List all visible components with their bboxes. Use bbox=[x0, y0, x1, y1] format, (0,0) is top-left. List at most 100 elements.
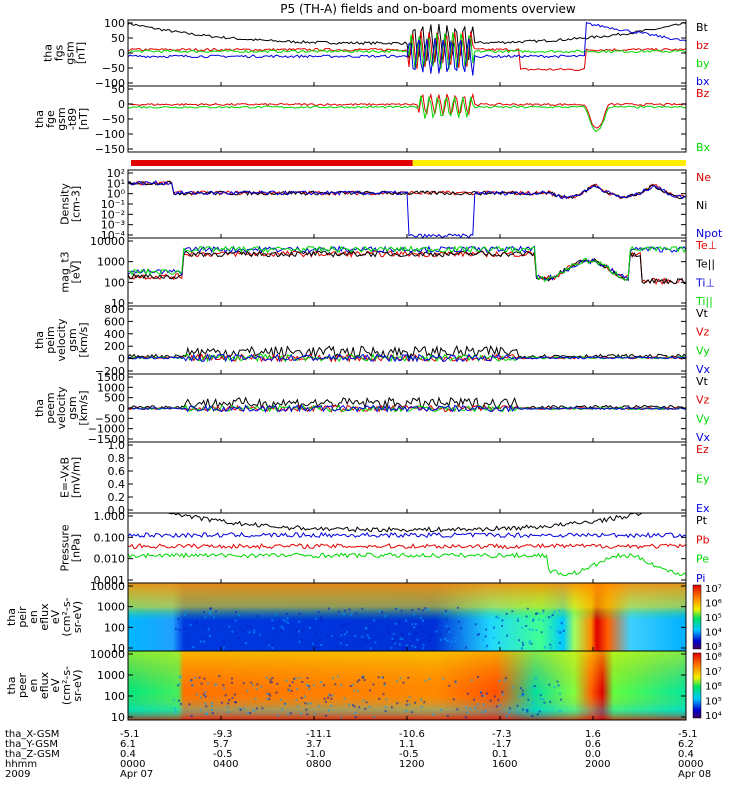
panel-fge: Bz Bx 50 0 −50 −100 −150 thafgegsm-t89[nT] bbox=[33, 83, 711, 156]
spectrogram-speckle bbox=[245, 642, 248, 645]
spectrogram-speckle bbox=[327, 696, 330, 699]
spectrogram-speckle bbox=[477, 622, 480, 625]
spectrogram-speckle bbox=[355, 612, 358, 615]
spectrogram-speckle bbox=[211, 712, 214, 715]
spectrogram-speckle bbox=[207, 628, 210, 631]
y-tick-label: −1500 bbox=[88, 433, 125, 446]
spectrogram-speckle bbox=[190, 678, 193, 681]
status-bar bbox=[131, 160, 686, 166]
y-tick-label: 100 bbox=[104, 17, 125, 30]
spectrogram-speckle bbox=[525, 709, 528, 712]
spectrogram-speckle bbox=[530, 642, 533, 645]
spectrogram-speckle bbox=[408, 632, 411, 635]
spectrogram-speckle bbox=[185, 610, 188, 613]
spectrogram-speckle bbox=[301, 681, 304, 684]
spectrogram-speckle bbox=[250, 681, 253, 684]
y-tick-label: 600 bbox=[104, 315, 125, 328]
spectrogram-speckle bbox=[450, 640, 453, 643]
spectrogram-speckle bbox=[424, 679, 427, 682]
spectrogram-speckle bbox=[215, 683, 218, 686]
spectrogram-speckle bbox=[444, 638, 447, 641]
spectrogram-speckle bbox=[203, 640, 206, 643]
spectrogram-speckle bbox=[280, 630, 283, 633]
spectrogram-speckle bbox=[319, 619, 322, 622]
y-tick-label: 10 bbox=[111, 297, 125, 310]
y-tick-label: −1000 bbox=[88, 423, 125, 436]
spectrogram-speckle bbox=[261, 707, 264, 710]
spectrogram-speckle bbox=[503, 679, 506, 682]
spectrogram-speckle bbox=[358, 678, 361, 681]
spectrogram-speckle bbox=[222, 646, 225, 649]
spectrogram-speckle bbox=[422, 609, 425, 612]
y-axis-label: mag_t3[eV] bbox=[59, 251, 83, 292]
spectrogram-speckle bbox=[469, 707, 472, 710]
spectrogram-speckle bbox=[178, 682, 181, 685]
spectrogram-speckle bbox=[558, 641, 561, 644]
spectrogram-speckle bbox=[411, 644, 414, 647]
spectrogram-speckle bbox=[538, 618, 541, 621]
y-tick-label: 10000 bbox=[90, 648, 125, 661]
spectrogram-speckle bbox=[414, 632, 417, 635]
y-tick-label: −100 bbox=[95, 128, 125, 141]
spectrogram-speckle bbox=[465, 706, 468, 709]
spectrogram-speckle bbox=[534, 677, 537, 680]
series-line-bz bbox=[127, 92, 687, 129]
spectrogram-speckle bbox=[287, 621, 290, 624]
panel-pressure: Pt Pb Pe Pi 1.000 0.100 0.010 0.001 Pressure[nPa… bbox=[59, 510, 710, 587]
spectrogram-speckle bbox=[448, 610, 451, 613]
spectrogram-speckle bbox=[200, 696, 203, 699]
x-axis-value: 3.7 bbox=[306, 739, 322, 750]
spectrogram-speckle bbox=[231, 630, 234, 633]
spectrogram-speckle bbox=[374, 641, 377, 644]
spectrogram-speckle bbox=[354, 711, 357, 714]
spectrogram-speckle bbox=[235, 632, 238, 635]
spectrogram-speckle bbox=[298, 612, 301, 615]
spectrogram-speckle bbox=[266, 676, 269, 679]
spectrogram-speckle bbox=[368, 705, 371, 708]
spectrogram-speckle bbox=[383, 682, 386, 685]
spectrogram-speckle bbox=[531, 715, 534, 718]
spectrogram-speckle bbox=[542, 698, 545, 701]
spectrogram-speckle bbox=[340, 716, 343, 719]
spectrogram-speckle bbox=[401, 638, 404, 641]
spectrogram-speckle bbox=[521, 689, 524, 692]
spectrogram-speckle bbox=[209, 613, 212, 616]
spectrogram-speckle bbox=[405, 619, 408, 622]
spectrogram-speckle bbox=[308, 687, 311, 690]
colorbar-tick-label: 10⁴ bbox=[705, 628, 722, 639]
spectrogram-speckle bbox=[220, 625, 223, 628]
spectrogram-speckle bbox=[501, 619, 504, 622]
spectrogram-speckle bbox=[539, 698, 542, 701]
spectrogram-speckle bbox=[558, 609, 561, 612]
spectrogram-speckle bbox=[406, 700, 409, 703]
spectrogram-speckle bbox=[394, 622, 397, 625]
spectrogram-speckle bbox=[521, 694, 524, 697]
panels-group: Btbzbybx100500−50−100thafgsgsm[nT]BzBx50… bbox=[5, 17, 723, 724]
spectrogram-speckle bbox=[183, 628, 186, 631]
spectrogram-speckle bbox=[270, 681, 273, 684]
x-axis-value: Apr 07 bbox=[120, 769, 153, 780]
spectrogram-speckle bbox=[452, 698, 455, 701]
spectrogram-speckle bbox=[556, 680, 559, 683]
legend-label: Npot bbox=[696, 227, 723, 240]
spectrogram-speckle bbox=[543, 646, 546, 649]
spectrogram-speckle bbox=[422, 643, 425, 646]
y-tick-label: 50 bbox=[111, 32, 125, 45]
y-tick-label: 100 bbox=[104, 621, 125, 634]
spectrogram-speckle bbox=[308, 685, 311, 688]
y-tick-label: 10 bbox=[111, 711, 125, 724]
x-axis-row-label: hhmm bbox=[5, 759, 37, 770]
y-axis-label: thafgsgsm[nT] bbox=[42, 41, 88, 64]
spectrogram-speckle bbox=[549, 643, 552, 646]
spectrogram-speckle bbox=[304, 702, 307, 705]
spectrogram-speckle bbox=[294, 677, 297, 680]
spectrogram-overlay bbox=[128, 651, 686, 720]
x-axis-value: 1.6 bbox=[585, 729, 601, 740]
spectrogram-speckle bbox=[445, 618, 448, 621]
x-axis-value: 1600 bbox=[492, 759, 517, 770]
x-axis-row-label: tha_X-GSM bbox=[5, 729, 59, 740]
spectrogram-speckle bbox=[190, 715, 193, 718]
spectrogram-speckle bbox=[324, 700, 327, 703]
spectrogram-speckle bbox=[323, 697, 326, 700]
spectrogram-speckle bbox=[208, 634, 211, 637]
